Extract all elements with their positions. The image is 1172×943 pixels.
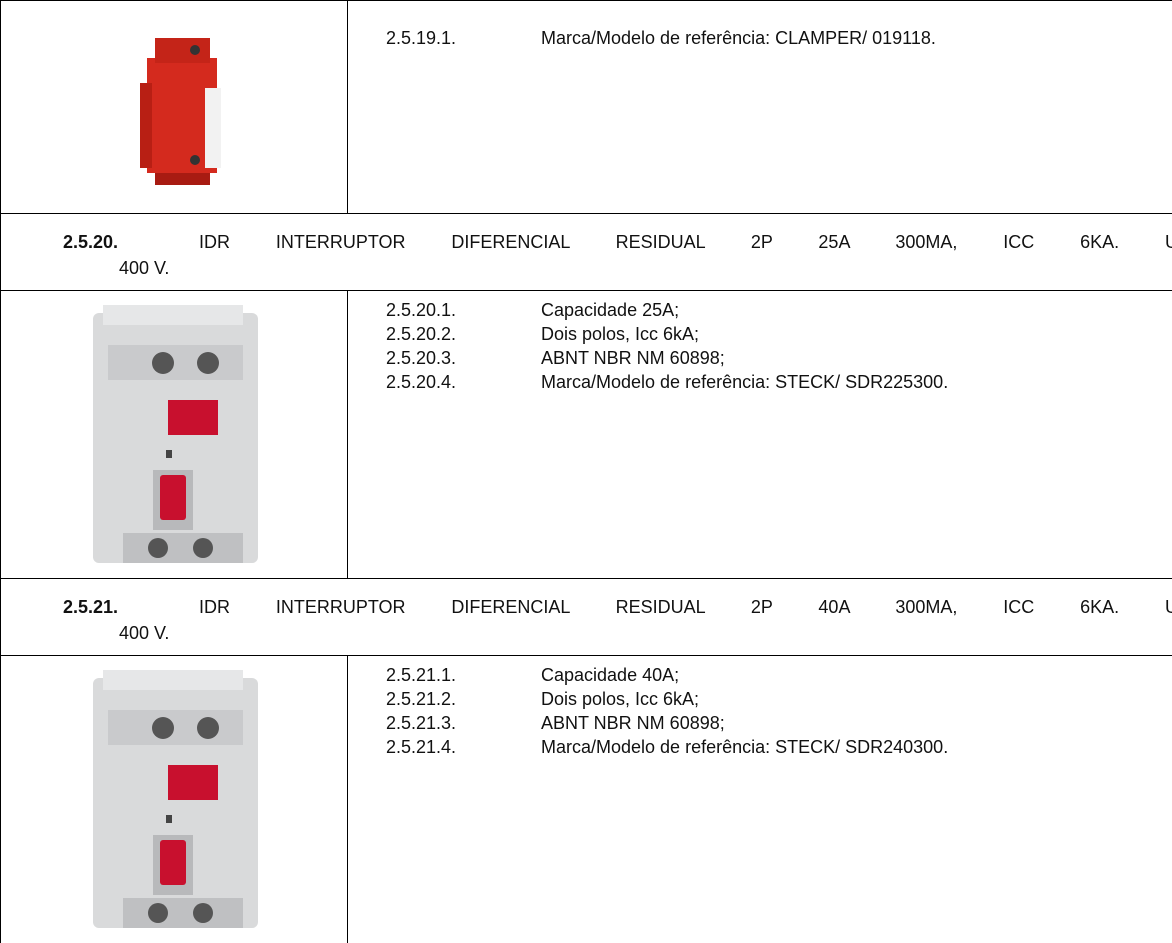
- item-number: 2.5.20.1.: [386, 300, 457, 320]
- product-image: [140, 38, 221, 185]
- item-number: 2.5.21.2.: [386, 689, 457, 709]
- section-title: IDR INTERRUPTOR DIFERENCIAL RESIDUAL 2P …: [199, 597, 1172, 617]
- rule: [0, 0, 1172, 1]
- item-text: Dois polos, Icc 6kA;: [541, 324, 700, 344]
- rule: [347, 0, 348, 213]
- rule: [0, 213, 1172, 214]
- item-number: 2.5.19.1.: [386, 28, 457, 48]
- item-text: Marca/Modelo de referência: CLAMPER/ 019…: [541, 28, 936, 48]
- rule: [347, 655, 348, 943]
- section-number: 2.5.21.: [63, 597, 119, 617]
- item-number: 2.5.21.3.: [386, 713, 457, 733]
- section-title: 400 V.: [119, 623, 170, 643]
- item-number: 2.5.20.2.: [386, 324, 457, 344]
- item-number: 2.5.20.4.: [386, 372, 457, 392]
- section-number: 2.5.20.: [63, 232, 119, 252]
- rule: [347, 290, 348, 578]
- item-number: 2.5.21.1.: [386, 665, 457, 685]
- section-title: IDR INTERRUPTOR DIFERENCIAL RESIDUAL 2P …: [199, 232, 1172, 252]
- item-number: 2.5.21.4.: [386, 737, 457, 757]
- item-text: Dois polos, Icc 6kA;: [541, 689, 700, 709]
- rule: [0, 578, 1172, 579]
- rule: [0, 655, 1172, 656]
- item-text: Capacidade 40A;: [541, 665, 680, 685]
- item-text: Marca/Modelo de referência: STECK/ SDR24…: [541, 737, 949, 757]
- rule: [0, 0, 1, 943]
- section-title: 400 V.: [119, 258, 170, 278]
- item-text: Marca/Modelo de referência: STECK/ SDR22…: [541, 372, 949, 392]
- rule: [0, 290, 1172, 291]
- item-text: Capacidade 25A;: [541, 300, 680, 320]
- item-text: ABNT NBR NM 60898;: [541, 348, 725, 368]
- item-text: ABNT NBR NM 60898;: [541, 713, 725, 733]
- item-number: 2.5.20.3.: [386, 348, 457, 368]
